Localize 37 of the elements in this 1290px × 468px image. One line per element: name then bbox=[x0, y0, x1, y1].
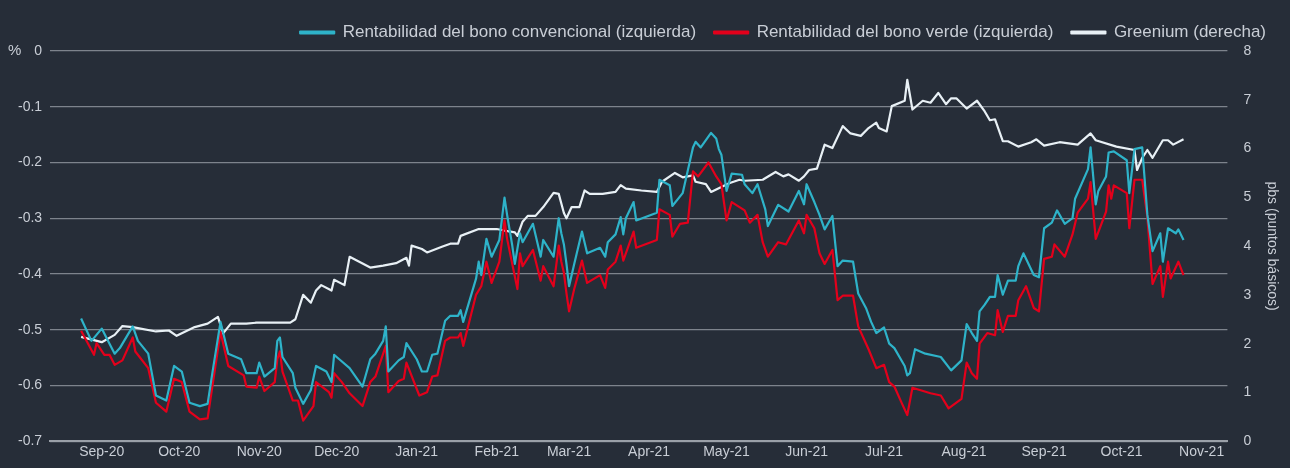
x-tick-label: Oct-21 bbox=[1100, 443, 1143, 460]
y-axis-title: % bbox=[8, 41, 22, 59]
y-tick-label: -0.5 bbox=[18, 320, 43, 337]
y2-tick-label: 8 bbox=[1243, 41, 1252, 58]
x-tick-label: Aug-21 bbox=[941, 443, 987, 460]
x-tick-label: Jan-21 bbox=[395, 443, 439, 460]
y2-axis-title: pbs (puntos básicos) bbox=[1264, 181, 1281, 311]
y-tick-label: -0.2 bbox=[18, 153, 43, 170]
y-tick-label: 0 bbox=[34, 41, 43, 58]
x-tick-label: Mar-21 bbox=[546, 443, 592, 460]
x-tick-label: Nov-21 bbox=[1179, 443, 1225, 460]
x-tick-label: Sep-21 bbox=[1021, 443, 1067, 460]
y2-tick-label: 0 bbox=[1243, 432, 1252, 449]
y2-tick-label: 3 bbox=[1243, 285, 1252, 302]
y-tick-label: -0.4 bbox=[18, 264, 43, 281]
y2-tick-label: 2 bbox=[1243, 334, 1252, 351]
x-tick-label: May-21 bbox=[703, 443, 751, 460]
y2-tick-label: 1 bbox=[1243, 383, 1252, 400]
y-tick-label: -0.3 bbox=[18, 209, 43, 226]
y2-tick-label: 4 bbox=[1243, 236, 1252, 253]
x-tick-label: Nov-20 bbox=[236, 443, 283, 460]
y-tick-label: -0.6 bbox=[18, 376, 43, 393]
y-tick-label: -0.7 bbox=[18, 432, 43, 449]
y2-tick-label: 7 bbox=[1243, 90, 1252, 107]
y-tick-label: -0.1 bbox=[18, 97, 43, 114]
x-tick-label: Dec-20 bbox=[314, 443, 360, 460]
x-tick-label: Oct-20 bbox=[158, 443, 201, 460]
x-tick-label: Apr-21 bbox=[628, 443, 671, 460]
legend-label: Rentabilidad del bono verde (izquierda) bbox=[756, 22, 1054, 42]
x-tick-label: Sep-20 bbox=[79, 443, 125, 460]
x-tick-label: Feb-21 bbox=[474, 443, 520, 460]
y2-tick-label: 5 bbox=[1243, 188, 1252, 205]
x-tick-label: Jun-21 bbox=[785, 443, 829, 460]
legend-label: Rentabilidad del bono convencional (izquierda) bbox=[342, 22, 697, 42]
x-tick-label: Jul-21 bbox=[864, 443, 904, 460]
legend-label: Greenium (derecha) bbox=[1113, 22, 1266, 42]
y2-tick-label: 6 bbox=[1243, 139, 1252, 156]
